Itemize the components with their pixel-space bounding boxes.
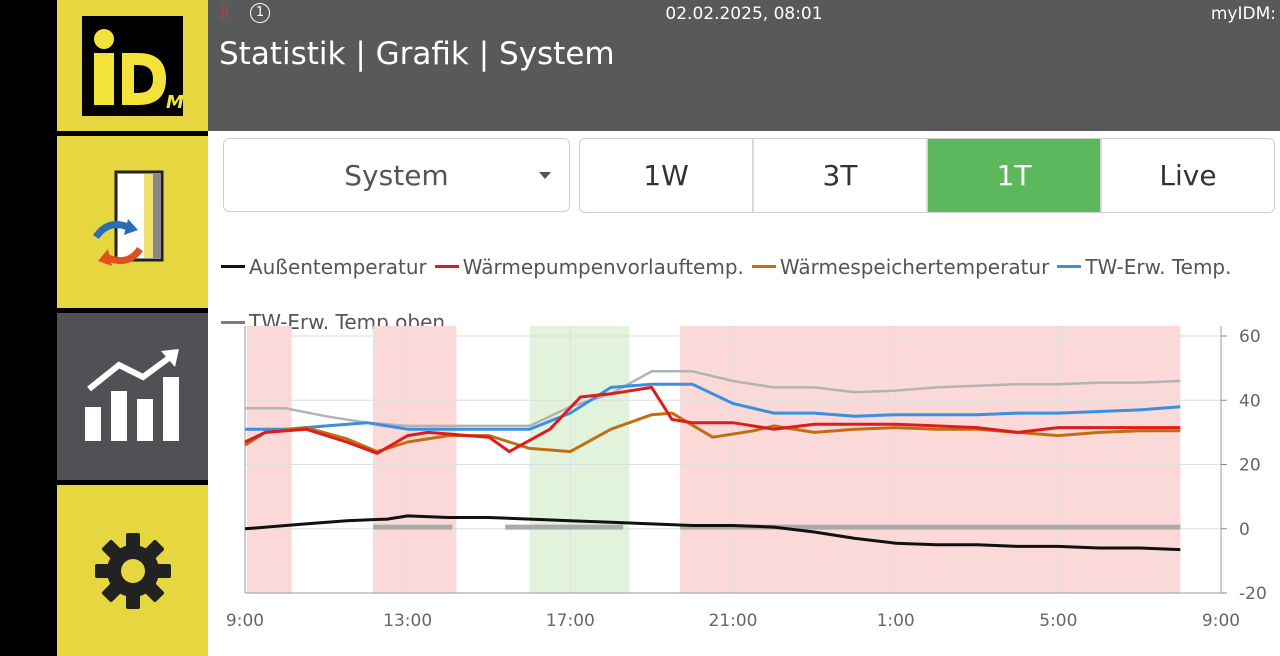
shaded-band xyxy=(529,326,630,593)
sidebar-item-settings[interactable] xyxy=(57,485,208,656)
legend-item[interactable]: Außentemperatur xyxy=(221,242,427,292)
y-tick-label: -20 xyxy=(1239,584,1267,604)
header-bar: ⸾⸾ 1 02.02.2025, 08:01 myIDM: Statistik … xyxy=(208,0,1280,131)
system-select[interactable]: System xyxy=(223,138,570,212)
sidebar-item-heat-pump[interactable] xyxy=(57,136,208,308)
idm-logo: M xyxy=(82,15,183,116)
gear-icon xyxy=(94,532,171,609)
legend-swatch xyxy=(221,320,245,324)
x-tick-label: 9:00 xyxy=(1202,611,1240,631)
series-line-2 xyxy=(244,385,1181,455)
system-select-value: System xyxy=(344,158,449,192)
range-button-1t[interactable]: 1T xyxy=(928,139,1102,212)
logo-sub-letter: M xyxy=(166,92,183,113)
x-tick-label: 13:00 xyxy=(383,611,432,631)
legend-label: Außentemperatur xyxy=(249,254,427,279)
series-line-5 xyxy=(245,370,1181,428)
legend-item[interactable]: Wärmespeichertemperatur xyxy=(751,242,1050,292)
sidebar: M xyxy=(57,0,208,656)
x-tick-label: 21:00 xyxy=(709,611,758,631)
time-range-group: 1W 3T 1T Live xyxy=(579,138,1275,213)
x-tick-label: 9:00 xyxy=(226,611,264,631)
page-title: Statistik | Grafik | System xyxy=(219,36,615,72)
chart-legend: Außentemperatur Wärmepumpenvorlauftemp. Wä… xyxy=(221,236,1271,347)
datetime-display: 02.02.2025, 08:01 xyxy=(665,4,823,24)
y-tick-label: 0 xyxy=(1239,520,1250,540)
legend-item[interactable]: Wärmepumpenvorlauftemp. xyxy=(434,242,744,292)
heat-pump-exchange-icon xyxy=(92,170,163,266)
temperature-chart: 9:00 13:00 17:00 21:00 1:00 5:00 9:00 60 40 20 0 -2… xyxy=(226,326,1267,631)
shaded-band xyxy=(680,326,1181,593)
statistics-chart-icon xyxy=(84,348,179,441)
x-tick-label: 5:00 xyxy=(1039,611,1077,631)
legend-swatch xyxy=(1057,265,1082,268)
legend-swatch xyxy=(221,265,245,268)
range-button-1w[interactable]: 1W xyxy=(580,139,754,212)
y-tick-label: 40 xyxy=(1239,391,1261,411)
range-button-3t[interactable]: 3T xyxy=(754,139,928,212)
x-tick-label: 17:00 xyxy=(546,611,595,631)
series-line-4 xyxy=(245,382,1181,431)
legend-label: Wärmepumpenvorlauftemp. xyxy=(462,254,744,279)
x-tick-label: 1:00 xyxy=(877,611,915,631)
legend-swatch xyxy=(751,265,776,268)
brand-label[interactable]: myIDM: xyxy=(1210,4,1276,24)
notification-count-badge[interactable]: 1 xyxy=(250,3,270,23)
legend-swatch xyxy=(434,265,459,268)
series-line-1 xyxy=(244,514,1181,552)
shaded-band xyxy=(247,326,292,593)
legend-label: Wärmespeichertemperatur xyxy=(779,254,1050,279)
range-button-live[interactable]: Live xyxy=(1159,159,1217,192)
heating-icon[interactable]: ⸾⸾ xyxy=(220,4,229,20)
chevron-down-icon xyxy=(539,172,551,179)
shaded-band xyxy=(373,326,457,593)
legend-label: TW-Erw. Temp. xyxy=(1085,254,1232,279)
y-tick-label: 60 xyxy=(1239,327,1261,347)
idm-logo-tile[interactable]: M xyxy=(57,0,208,131)
main-content: ⸾⸾ 1 02.02.2025, 08:01 myIDM: Statistik … xyxy=(208,0,1280,656)
legend-item[interactable]: TW-Erw. Temp. xyxy=(1057,242,1231,292)
sidebar-item-statistics[interactable] xyxy=(57,313,208,480)
y-tick-label: 20 xyxy=(1239,456,1261,476)
